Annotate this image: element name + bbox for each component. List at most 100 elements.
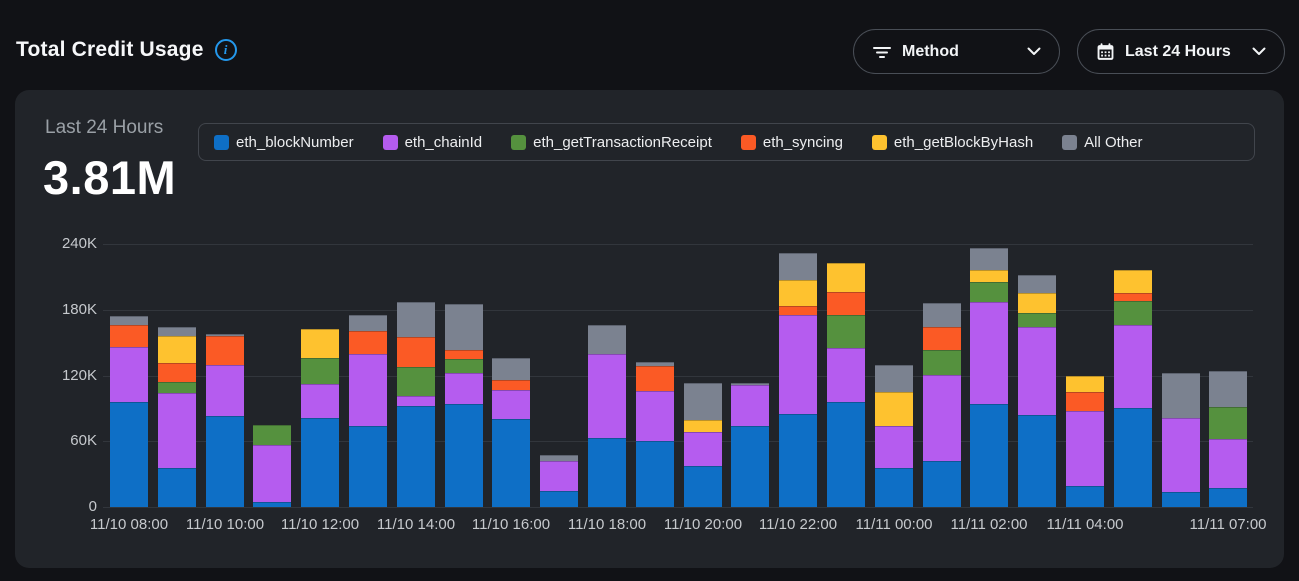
x-axis-label: 11/10 18:00 xyxy=(567,516,647,533)
legend-label: eth_getTransactionReceipt xyxy=(533,133,712,151)
x-axis-label: 11/10 20:00 xyxy=(663,516,743,533)
stacked-bar[interactable] xyxy=(731,383,769,507)
bar-segment xyxy=(970,248,1008,271)
stacked-bar[interactable] xyxy=(158,327,196,507)
stacked-bar[interactable] xyxy=(875,364,913,507)
stacked-bar[interactable] xyxy=(1162,373,1200,507)
stacked-bar[interactable] xyxy=(827,262,865,507)
stacked-bar[interactable] xyxy=(1066,375,1104,508)
bar-segment xyxy=(636,441,674,507)
period-label: Last 24 Hours xyxy=(45,117,164,138)
bar-segment xyxy=(1018,293,1056,314)
bar-segment xyxy=(158,336,196,364)
bar-segment xyxy=(827,401,865,507)
stacked-bar[interactable] xyxy=(110,316,148,507)
bar-segment xyxy=(301,329,339,358)
x-axis-label: 11/10 14:00 xyxy=(376,516,456,533)
bar-segment xyxy=(492,419,530,507)
stacked-bar[interactable] xyxy=(540,455,578,507)
stacked-bar[interactable] xyxy=(970,248,1008,507)
legend-item[interactable]: eth_getTransactionReceipt xyxy=(511,134,712,151)
bar-segment xyxy=(492,357,530,380)
bar-segment xyxy=(779,280,817,307)
legend-item[interactable]: All Other xyxy=(1062,134,1143,151)
bar-segment xyxy=(253,424,291,445)
bar-segment xyxy=(970,302,1008,404)
bar-segment xyxy=(158,382,196,394)
bar-segment xyxy=(158,393,196,468)
bar-segment xyxy=(684,420,722,433)
stacked-bar[interactable] xyxy=(779,252,817,507)
bar-segment xyxy=(731,385,769,426)
time-range-dropdown[interactable]: Last 24 Hours xyxy=(1077,29,1285,74)
stacked-bar[interactable] xyxy=(301,329,339,507)
bar-segment xyxy=(253,444,291,502)
x-axis-label: 11/11 04:00 xyxy=(1046,516,1124,533)
stacked-bar[interactable] xyxy=(253,424,291,507)
bar-segment xyxy=(1209,407,1247,440)
bar-segment xyxy=(779,315,817,414)
bar-segment xyxy=(875,391,913,426)
x-axis-label: 11/11 07:00 xyxy=(1189,516,1267,533)
y-axis-label: 240K xyxy=(61,235,97,252)
bar-segment xyxy=(779,306,817,316)
legend-swatch xyxy=(511,134,527,150)
bar-segment xyxy=(158,467,196,507)
bar-segment xyxy=(540,455,578,461)
bar-segment xyxy=(110,325,148,347)
bar-segment xyxy=(588,353,626,438)
legend-item[interactable]: eth_chainId xyxy=(382,134,482,151)
stacked-bar[interactable] xyxy=(492,357,530,507)
bar-segment xyxy=(1066,391,1104,411)
bar-segment xyxy=(875,364,913,392)
stacked-bar[interactable] xyxy=(588,325,626,507)
legend-item[interactable]: eth_getBlockByHash xyxy=(871,134,1033,151)
stacked-bar[interactable] xyxy=(349,315,387,507)
bar-segment xyxy=(540,460,578,491)
stacked-bar[interactable] xyxy=(445,304,483,507)
bar-segment xyxy=(158,327,196,337)
bar-segment xyxy=(827,315,865,349)
legend-swatch xyxy=(382,134,398,150)
stacked-bar[interactable] xyxy=(397,302,435,507)
x-axis-label: 11/10 16:00 xyxy=(471,516,551,533)
bar-segment xyxy=(1066,486,1104,507)
bar-segment xyxy=(827,262,865,293)
stacked-bar[interactable] xyxy=(206,333,244,507)
bar-segment xyxy=(206,336,244,365)
legend-swatch xyxy=(740,134,756,150)
method-filter-dropdown[interactable]: Method xyxy=(853,29,1060,74)
chart-legend: eth_blockNumber eth_chainId eth_getTransac… xyxy=(198,123,1255,161)
y-axis-label: 120K xyxy=(61,366,97,384)
stacked-bar[interactable] xyxy=(684,383,722,507)
legend-label: eth_blockNumber xyxy=(236,133,354,151)
stacked-bar[interactable] xyxy=(1114,270,1152,507)
bar-segment xyxy=(301,357,339,385)
info-circle-icon[interactable]: i xyxy=(214,39,237,61)
bar-segment xyxy=(731,425,769,507)
bar-segment xyxy=(110,401,148,507)
bar-segment xyxy=(158,363,196,383)
stacked-bar[interactable] xyxy=(1018,274,1056,507)
legend-item[interactable]: eth_blockNumber xyxy=(214,134,354,151)
bar-segment xyxy=(492,389,530,420)
stacked-bar[interactable] xyxy=(1209,371,1247,507)
bar-segment xyxy=(492,379,530,390)
bar-segment xyxy=(397,337,435,367)
bar-segment xyxy=(349,315,387,331)
filter-icon xyxy=(872,42,892,62)
stacked-bar[interactable] xyxy=(923,303,961,507)
bar-segment xyxy=(636,390,674,442)
bar-segment xyxy=(1209,488,1247,507)
legend-item[interactable]: eth_syncing xyxy=(740,134,843,151)
bar-segment xyxy=(253,501,291,507)
stacked-bar[interactable] xyxy=(636,362,674,507)
bar-segment xyxy=(684,383,722,421)
bar-segment xyxy=(636,365,674,391)
y-axis-label: 180K xyxy=(61,300,97,318)
bar-segment xyxy=(970,403,1008,507)
bar-segment xyxy=(110,316,148,326)
bar-segment xyxy=(1066,410,1104,487)
bar-segment xyxy=(445,304,483,351)
bar-segment xyxy=(923,327,961,351)
